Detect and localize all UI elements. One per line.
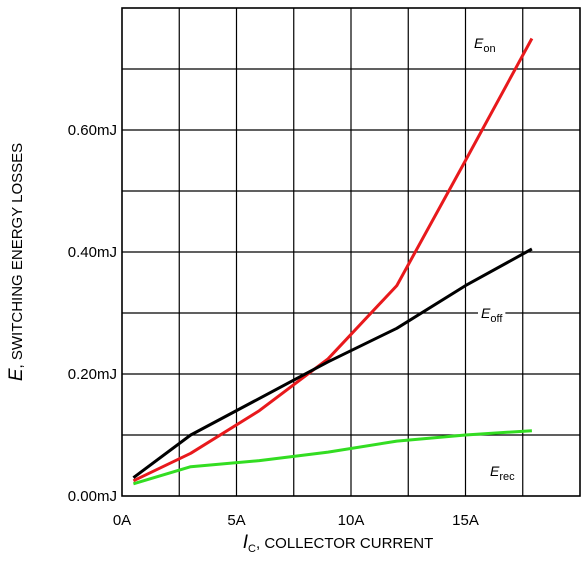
y-tick-label: 0.20mJ (68, 366, 117, 383)
plot-border (121, 7, 581, 497)
y-axis-var: E (6, 368, 27, 381)
series-line-eon (132, 37, 534, 483)
series-label-background (471, 32, 499, 56)
y-tick-labels: 0.00mJ 0.20mJ 0.40mJ 0.60mJ (68, 122, 117, 505)
series-line-eoff (132, 247, 533, 479)
series-label-background (478, 302, 506, 326)
plot-frame (121, 7, 581, 497)
series-labels: Eon Eoff Erec (471, 32, 518, 484)
series-label-eon: Eon (474, 35, 496, 55)
x-tick-label: 15A (452, 512, 479, 529)
y-axis-label: E, SWITCHING ENERGY LOSSES (6, 143, 27, 381)
series-label-background (487, 460, 518, 484)
y-tick-label: 0.40mJ (68, 244, 117, 261)
series-lines (132, 37, 534, 486)
y-tick-label: 0.60mJ (68, 122, 117, 139)
series-line-erec (132, 429, 532, 486)
x-axis-var: I (243, 532, 249, 553)
series-label-erec: Erec (490, 463, 515, 483)
x-axis-text: , COLLECTOR CURRENT (256, 535, 433, 552)
x-tick-label: 5A (227, 512, 245, 529)
x-axis-label: IC, COLLECTOR CURRENT (243, 532, 433, 555)
series-label-eoff: Eoff (481, 305, 503, 325)
x-tick-label: 10A (338, 512, 365, 529)
y-tick-label: 0.00mJ (68, 488, 117, 505)
y-axis-text: , SWITCHING ENERGY LOSSES (9, 143, 26, 369)
x-tick-label: 0A (113, 512, 131, 529)
x-axis-var-sub: C (248, 543, 256, 555)
grid (122, 8, 580, 496)
x-tick-labels: 0A 5A 10A 15A (113, 512, 479, 529)
